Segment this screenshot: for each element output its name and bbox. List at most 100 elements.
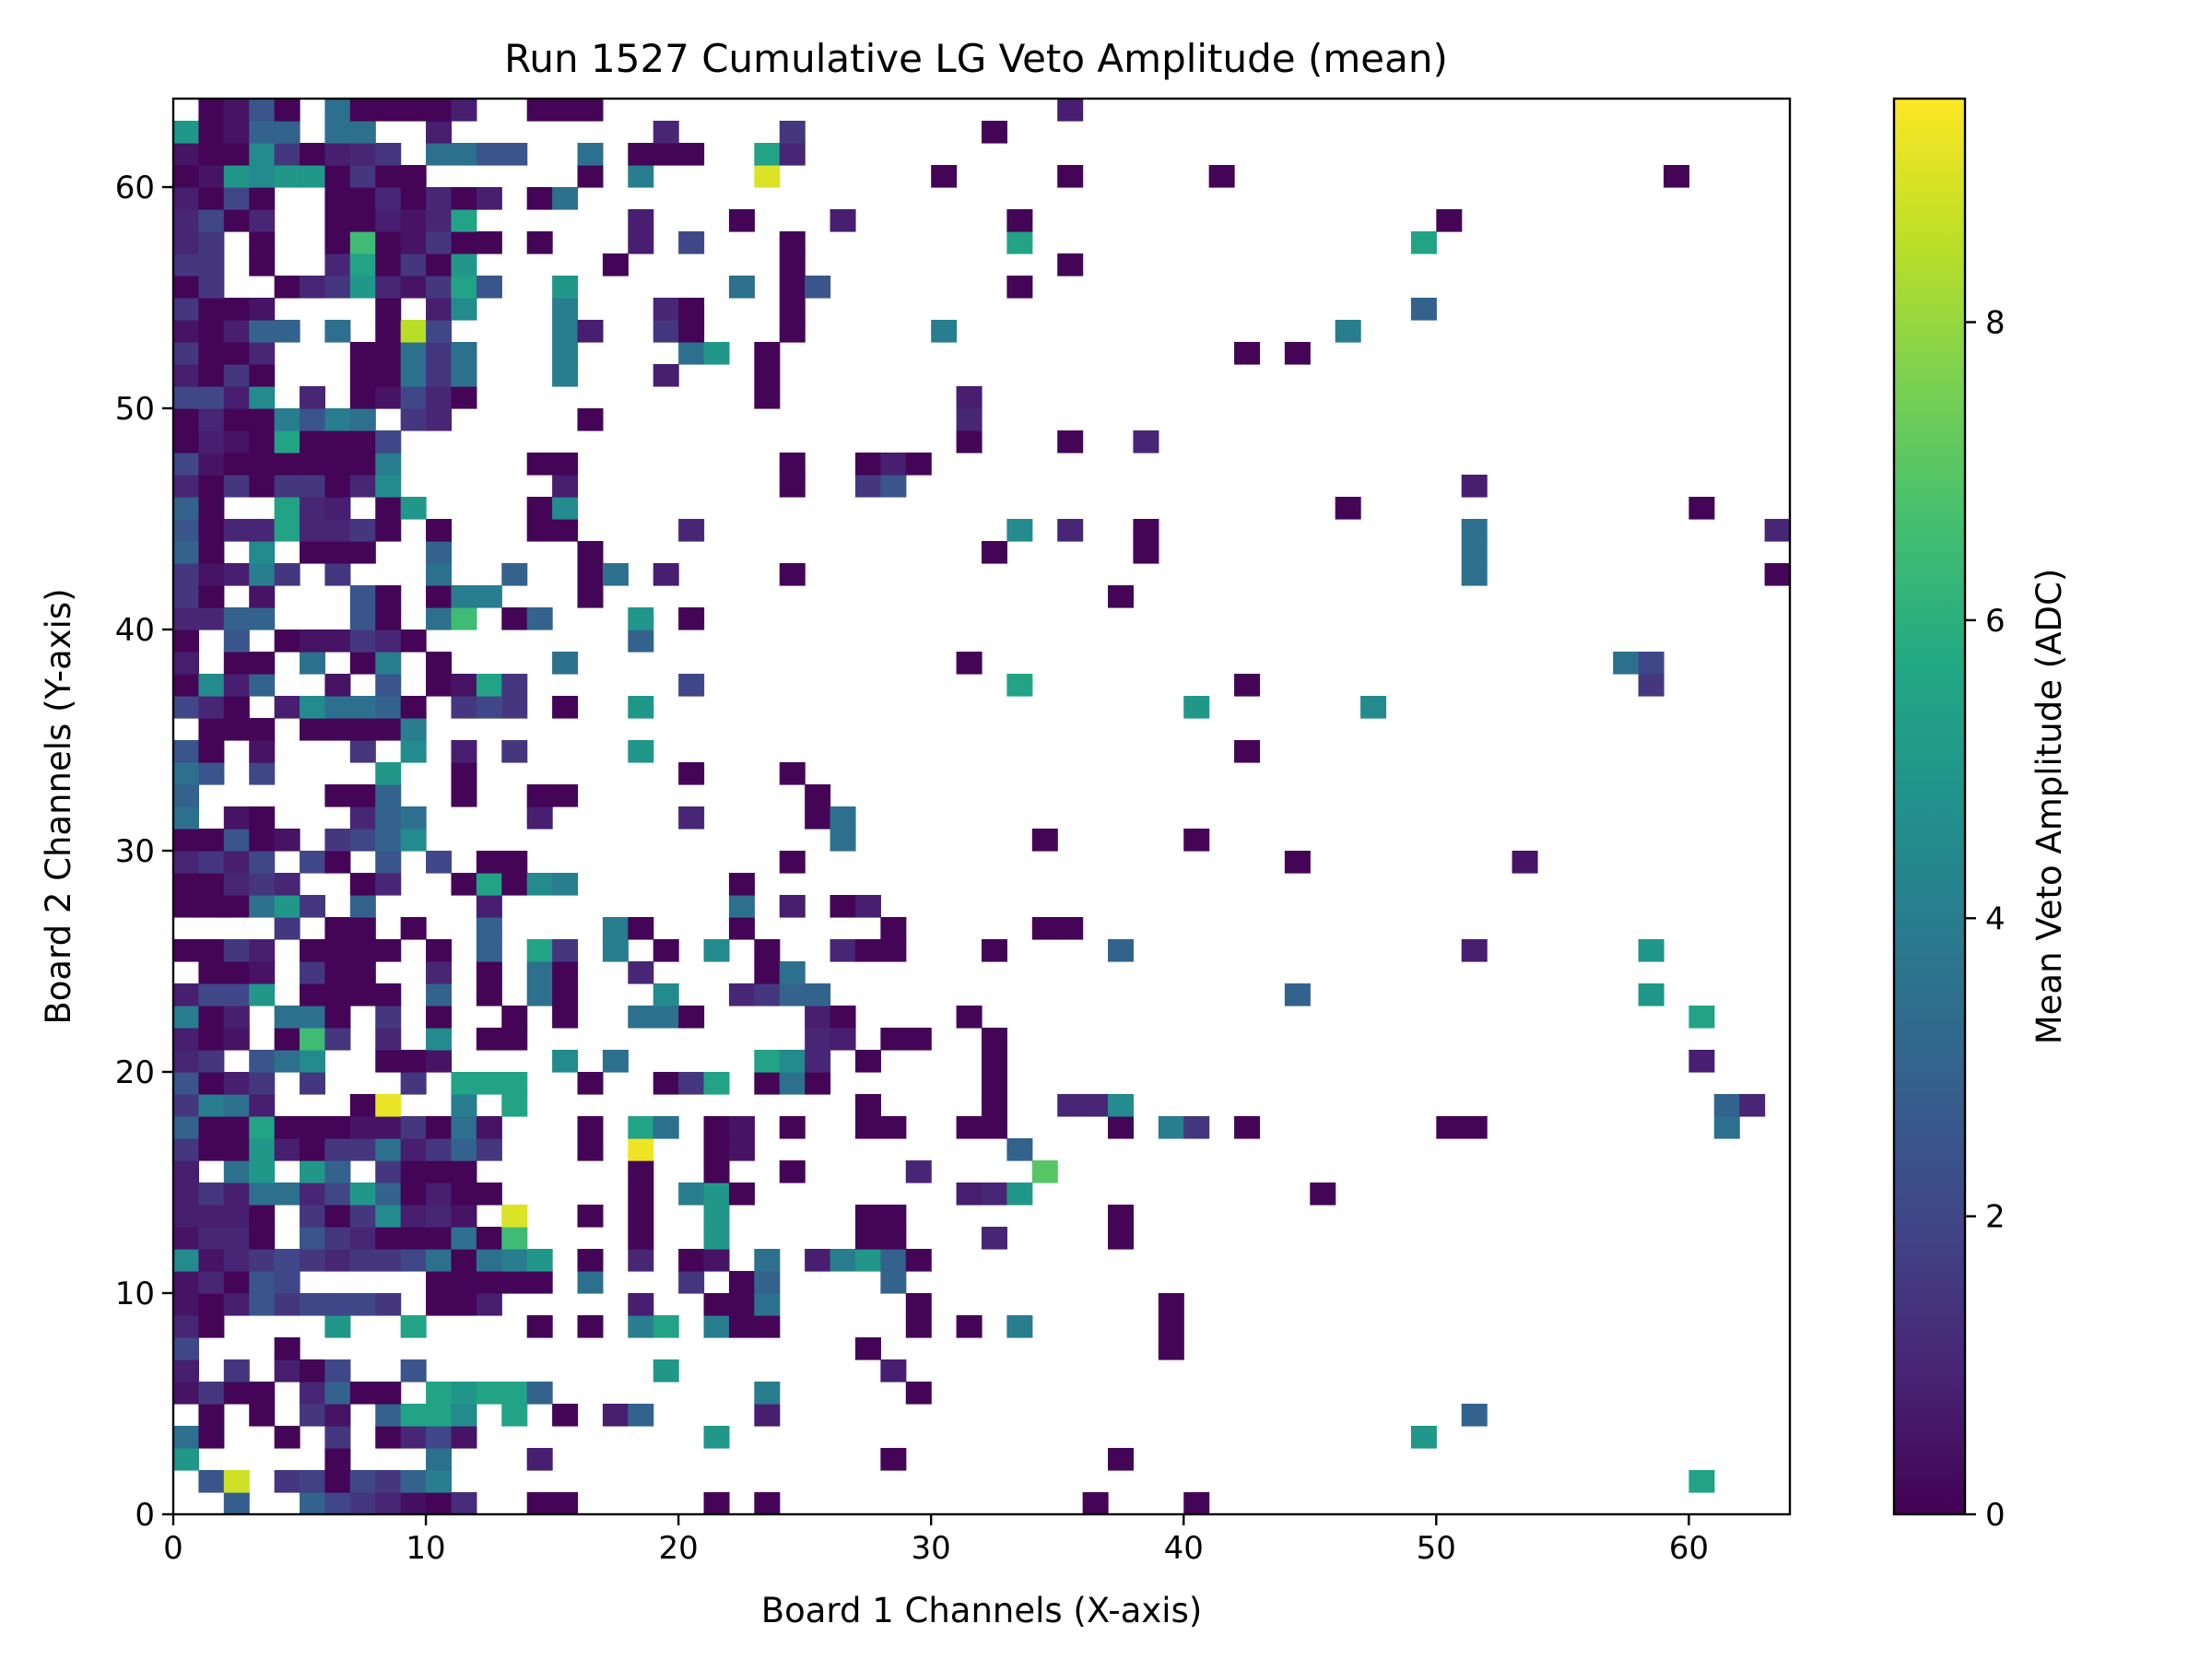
heatmap-cell (426, 563, 453, 586)
heatmap-cell (249, 342, 276, 365)
heatmap-cell (805, 983, 831, 1006)
heatmap-cell (552, 276, 579, 299)
heatmap-cell (779, 961, 806, 984)
heatmap-cell (400, 497, 427, 520)
heatmap-cell (198, 939, 225, 962)
heatmap-cell (349, 740, 376, 763)
heatmap-cell (198, 1271, 225, 1294)
heatmap-cell (451, 1094, 477, 1117)
heatmap-cell (249, 187, 276, 210)
heatmap-cell (678, 1006, 705, 1029)
heatmap-cell (249, 386, 276, 409)
heatmap-cell (249, 563, 276, 586)
heatmap-cell (249, 408, 276, 431)
heatmap-cell (854, 1227, 881, 1250)
heatmap-cell (552, 873, 579, 896)
heatmap-cell (526, 607, 553, 630)
heatmap-cell (300, 143, 326, 166)
heatmap-cell (1764, 519, 1791, 542)
heatmap-cell (173, 386, 200, 409)
heatmap-cell (1713, 1116, 1740, 1139)
heatmap-cell (300, 386, 326, 409)
heatmap-cell (426, 342, 453, 365)
heatmap-cell (198, 143, 225, 166)
heatmap-cell (426, 1160, 453, 1183)
heatmap-cell (426, 209, 453, 232)
heatmap-cell (173, 784, 200, 807)
heatmap-cell (526, 231, 553, 254)
heatmap-cell (451, 784, 477, 807)
heatmap-cell (728, 1271, 755, 1294)
heatmap-cell (1461, 519, 1488, 542)
heatmap-cell (451, 1492, 477, 1515)
heatmap-cell (249, 231, 276, 254)
heatmap-cells (173, 99, 1791, 1515)
heatmap-cell (628, 917, 654, 940)
heatmap-cell (173, 1337, 200, 1360)
heatmap-cell (854, 1205, 881, 1228)
heatmap-cell (173, 762, 200, 785)
heatmap-cell (349, 342, 376, 365)
heatmap-cell (375, 1094, 402, 1117)
heatmap-cell (375, 519, 402, 542)
heatmap-cell (324, 1293, 351, 1316)
heatmap-cell (577, 165, 604, 188)
heatmap-cell (451, 1116, 477, 1139)
heatmap-cell (678, 674, 705, 697)
heatmap-cell (300, 961, 326, 984)
heatmap-cell (324, 563, 351, 586)
heatmap-cell (426, 1271, 453, 1294)
heatmap-cell (476, 276, 502, 299)
heatmap-cell (375, 696, 402, 719)
heatmap-cell (274, 430, 300, 453)
heatmap-cell (173, 851, 200, 874)
heatmap-cell (451, 1249, 477, 1272)
heatmap-cell (249, 1227, 276, 1250)
heatmap-cell (274, 453, 300, 476)
heatmap-cell (400, 806, 427, 830)
heatmap-cell (249, 762, 276, 785)
heatmap-cell (476, 1249, 502, 1272)
heatmap-cell (476, 674, 502, 697)
heatmap-cell (451, 253, 477, 276)
heatmap-cell (400, 253, 427, 276)
heatmap-cell (375, 298, 402, 321)
heatmap-cell (653, 1006, 679, 1029)
heatmap-cell (349, 453, 376, 476)
heatmap-cell (426, 298, 453, 321)
heatmap-cell (300, 430, 326, 453)
heatmap-cell (375, 607, 402, 630)
y-axis-label: Board 2 Channels (Y-axis) (39, 588, 78, 1024)
plot-frame (171, 97, 1792, 1516)
heatmap-cell (703, 1249, 730, 1272)
heatmap-cell (249, 1072, 276, 1095)
heatmap-cell (375, 983, 402, 1006)
heatmap-cell (653, 563, 679, 586)
heatmap-cell (198, 983, 225, 1006)
heatmap-cell (451, 674, 477, 697)
heatmap-cell (198, 607, 225, 630)
heatmap-cell (300, 1492, 326, 1515)
heatmap-cell (198, 475, 225, 498)
heatmap-cell (249, 829, 276, 852)
heatmap-cell (173, 231, 200, 254)
colorbar-tick-label: 6 (1985, 603, 2006, 640)
heatmap-cell (451, 1138, 477, 1161)
heatmap-cell (1461, 1116, 1488, 1139)
heatmap-cell (223, 696, 250, 719)
heatmap-cell (349, 917, 376, 940)
heatmap-cell (349, 696, 376, 719)
heatmap-cell (223, 99, 250, 122)
heatmap-cell (375, 475, 402, 498)
heatmap-cell (400, 276, 427, 299)
heatmap-cell (476, 895, 502, 918)
heatmap-cell (375, 939, 402, 962)
heatmap-cell (223, 895, 250, 918)
heatmap-cell (931, 320, 958, 343)
heatmap-cell (526, 187, 553, 210)
heatmap-cell (349, 99, 376, 122)
heatmap-cell (173, 253, 200, 276)
heatmap-cell (223, 629, 250, 653)
heatmap-cell (501, 1404, 528, 1427)
heatmap-cell (426, 851, 453, 874)
